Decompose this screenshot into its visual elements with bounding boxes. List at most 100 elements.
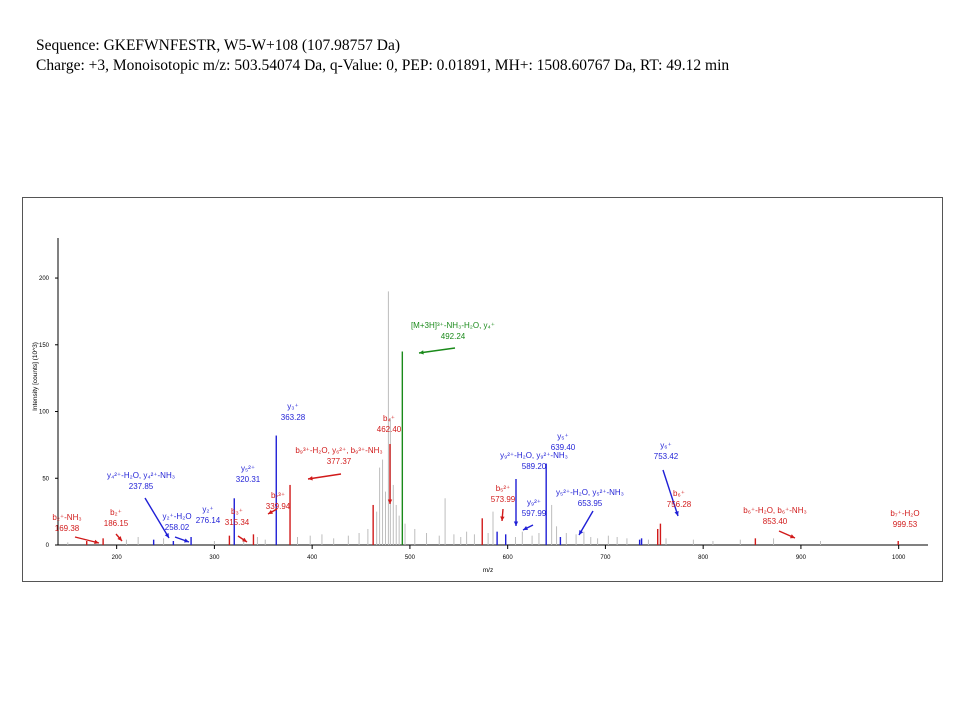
ion-mz: 363.28: [281, 413, 306, 422]
peak-annotation-label: b₄⁺ 462.40: [377, 414, 402, 434]
ion-assignment: b₂⁺-NH₃: [52, 513, 81, 522]
ion-assignment: y₂⁺-H₂O: [162, 512, 191, 521]
ion-mz: 186.15: [104, 519, 129, 528]
ion-mz: 653.95: [578, 499, 603, 508]
ion-mz: 492.24: [441, 332, 466, 341]
peak-annotation: y₄²⁺-H₂O, y₄²⁺-NH₃ 237.85: [107, 471, 175, 539]
ion-assignment: y₆⁺: [660, 441, 671, 450]
annotation-arrowhead: [242, 537, 247, 542]
ion-mz: 258.02: [165, 523, 190, 532]
ion-assignment: b₅²⁺: [496, 484, 511, 493]
annotation-arrowhead: [268, 509, 273, 514]
peak-annotation: y₂⁺ 276.14: [196, 505, 221, 525]
annotation-arrow: [662, 469, 679, 517]
ion-mz: 320.31: [236, 475, 261, 484]
x-tick-label: 1000: [892, 555, 906, 561]
x-tick-label: 500: [405, 555, 416, 561]
peak-annotation: b₆⁺ 756.28: [667, 489, 692, 509]
annotation-arrow: [144, 497, 170, 539]
ion-mz: 589.20: [522, 462, 547, 471]
peak-annotation: y₅²⁺ 320.31: [236, 464, 261, 484]
y-tick-label: 100: [39, 410, 50, 416]
x-tick-label: 200: [112, 555, 123, 561]
annotation-arrowhead: [579, 530, 584, 535]
peak-annotation: y₃⁺ 363.28: [281, 402, 306, 422]
peak-annotation-label: b₂⁺-NH₃ 169.38: [52, 513, 81, 533]
spectrum-chart: 200 300 400 500 600 700 800 900 1000 0 50 100 150 200…: [32, 238, 928, 574]
x-tick-label: 800: [698, 555, 709, 561]
ion-assignment: b₇⁺-H₂O: [890, 509, 919, 518]
annotation-arrowhead: [419, 350, 424, 355]
ion-assignment: b₄⁺: [383, 414, 395, 423]
ion-mz: 756.28: [667, 500, 692, 509]
peak-annotation-label: b₂⁺ 186.15: [104, 508, 129, 528]
peak-annotation-label: y₅⁺ 639.40: [551, 432, 576, 452]
annotation-arrowhead: [387, 499, 393, 504]
annotation-arrowhead: [790, 534, 795, 539]
spectrum-frame: 200 300 400 500 600 700 800 900 1000 0 50 100 150 200…: [22, 197, 943, 582]
peak-annotation-label: y₃⁺ 363.28: [281, 402, 306, 422]
annotation-arrowhead: [500, 516, 505, 521]
peak-annotation-label: y₉²⁺-H₂O, y₉²⁺-NH₃ 589.20: [500, 451, 568, 471]
ion-mz: 999.53: [893, 520, 918, 529]
charge-line: Charge: +3, Monoisotopic m/z: 503.54074 …: [36, 57, 730, 74]
peak-annotation-label: b₃⁺ 315.34: [225, 507, 250, 527]
y-tick-label: 150: [39, 343, 50, 349]
x-tick-label: 900: [796, 555, 807, 561]
ion-assignment: y₃⁺: [287, 402, 298, 411]
peak-annotation-label: y₂⁺-H₂O 258.02: [162, 512, 191, 532]
annotation-arrowhead: [308, 476, 313, 481]
peak-annotation-label: y₅²⁺-H₂O, y₅²⁺-NH₃ 653.95: [556, 488, 624, 508]
ion-assignment: b₂⁺: [110, 508, 122, 517]
peak-annotation: y₂⁺-H₂O 258.02: [162, 512, 192, 543]
ion-mz: 315.34: [225, 518, 250, 527]
peak-annotation-label: b₆⁺ 756.28: [667, 489, 692, 509]
annotation-arrowhead: [94, 539, 99, 545]
ion-assignment: [M+3H]³⁺-NH₃-H₂O, y₄⁺: [411, 321, 495, 330]
ion-assignment: y₅⁺: [557, 432, 568, 441]
ion-mz: 276.14: [196, 516, 221, 525]
annotation-arrowhead: [184, 538, 189, 543]
annotation-arrowhead: [513, 521, 519, 526]
annotation-arrow: [307, 473, 342, 480]
peak-annotation-label: y₂⁺ 276.14: [196, 505, 221, 525]
annotation-arrow: [418, 347, 456, 354]
x-axis-label: m/z: [483, 567, 493, 574]
ion-assignment: b₇³⁺: [271, 491, 285, 500]
x-tick-label: 400: [307, 555, 318, 561]
ion-mz: 573.99: [491, 495, 516, 504]
peak-annotation: y₅⁺ 639.40: [551, 432, 576, 452]
ion-mz: 753.42: [654, 452, 679, 461]
x-tick-label: 600: [503, 555, 514, 561]
ion-assignment: y₅²⁺-H₂O, y₅²⁺-NH₃: [556, 488, 624, 497]
peak-annotation: b₄⁺ 462.40: [377, 414, 402, 504]
peak-annotation: [M+3H]³⁺-NH₃-H₂O, y₄⁺ 492.24: [411, 321, 495, 355]
chart-peaks: [67, 291, 899, 545]
y-tick-label: 0: [46, 543, 50, 549]
ion-assignment: b₆⁺: [673, 489, 685, 498]
ion-mz: 597.99: [522, 509, 547, 518]
peak-annotation: b₂⁺ 186.15: [104, 508, 129, 542]
sequence-line: Sequence: GKEFWNFESTR, W5-W+108 (107.987…: [36, 37, 401, 54]
peak-annotation-label: y₄²⁺-H₂O, y₄²⁺-NH₃ 237.85: [107, 471, 175, 491]
ion-assignment: b₃⁺: [231, 507, 243, 516]
peak-annotation-label: b₇³⁺ 339.94: [266, 491, 291, 511]
ion-assignment: y₅²⁺: [241, 464, 255, 473]
peak-annotation: b₆⁺-H₂O, b₆⁺-NH₃ 853.40: [743, 506, 807, 539]
peak-annotation: b₇⁺-H₂O 999.53: [890, 509, 919, 529]
peak-annotation: y₉²⁺ 597.99: [522, 498, 547, 531]
ion-mz: 237.85: [129, 482, 154, 491]
ion-assignment: y₂⁺: [202, 505, 213, 514]
ion-assignment: b₆⁺-H₂O, b₆⁺-NH₃: [743, 506, 807, 515]
peak-annotation-label: y₉²⁺ 597.99: [522, 498, 547, 518]
peak-annotation: y₅²⁺-H₂O, y₅²⁺-NH₃ 653.95: [556, 488, 624, 536]
ion-mz: 169.38: [55, 524, 80, 533]
peak-annotation-label: b₅²⁺ 573.99: [491, 484, 516, 504]
annotation-arrowhead: [164, 533, 169, 538]
peak-annotation-label: b₆⁺-H₂O, b₆⁺-NH₃ 853.40: [743, 506, 807, 526]
ion-mz: 853.40: [763, 517, 788, 526]
peak-annotation: b₇³⁺ 339.94: [266, 491, 291, 515]
x-tick-label: 300: [209, 555, 220, 561]
peak-annotation-label: b₉³⁺-H₂O, y₆²⁺, b₉³⁺-NH₃ 377.37: [295, 446, 382, 466]
peak-annotation: y₆⁺ 753.42: [654, 441, 679, 517]
